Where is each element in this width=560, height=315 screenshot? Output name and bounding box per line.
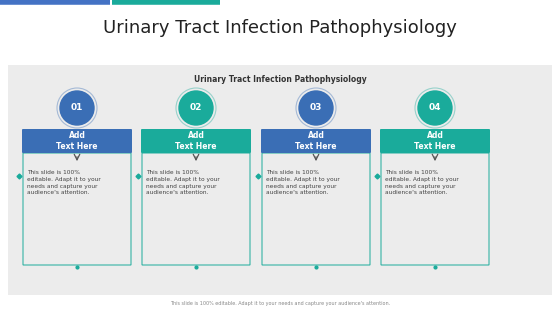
- Circle shape: [299, 91, 333, 125]
- Text: Add
Text Here: Add Text Here: [56, 131, 98, 151]
- Text: 04: 04: [429, 104, 441, 112]
- FancyBboxPatch shape: [380, 129, 490, 153]
- Text: This slide is 100%
editable. Adapt it to your
needs and capture your
audience's : This slide is 100% editable. Adapt it to…: [385, 170, 459, 195]
- Text: This slide is 100%
editable. Adapt it to your
needs and capture your
audience's : This slide is 100% editable. Adapt it to…: [146, 170, 220, 195]
- Circle shape: [179, 91, 213, 125]
- Text: This slide is 100% editable. Adapt it to your needs and capture your audience's : This slide is 100% editable. Adapt it to…: [170, 301, 390, 306]
- Text: Urinary Tract Infection Pathophysiology: Urinary Tract Infection Pathophysiology: [194, 76, 366, 84]
- FancyBboxPatch shape: [22, 129, 132, 153]
- Text: Add
Text Here: Add Text Here: [414, 131, 456, 151]
- Text: This slide is 100%
editable. Adapt it to your
needs and capture your
audience's : This slide is 100% editable. Adapt it to…: [27, 170, 101, 195]
- FancyBboxPatch shape: [261, 129, 371, 153]
- Text: Add
Text Here: Add Text Here: [295, 131, 337, 151]
- Text: This slide is 100%
editable. Adapt it to your
needs and capture your
audience's : This slide is 100% editable. Adapt it to…: [266, 170, 340, 195]
- Text: Urinary Tract Infection Pathophysiology: Urinary Tract Infection Pathophysiology: [103, 19, 457, 37]
- FancyBboxPatch shape: [8, 65, 552, 295]
- Circle shape: [60, 91, 94, 125]
- Text: 01: 01: [71, 104, 83, 112]
- Text: 02: 02: [190, 104, 202, 112]
- Text: 03: 03: [310, 104, 322, 112]
- FancyBboxPatch shape: [141, 129, 251, 153]
- Text: Add
Text Here: Add Text Here: [175, 131, 217, 151]
- Circle shape: [418, 91, 452, 125]
